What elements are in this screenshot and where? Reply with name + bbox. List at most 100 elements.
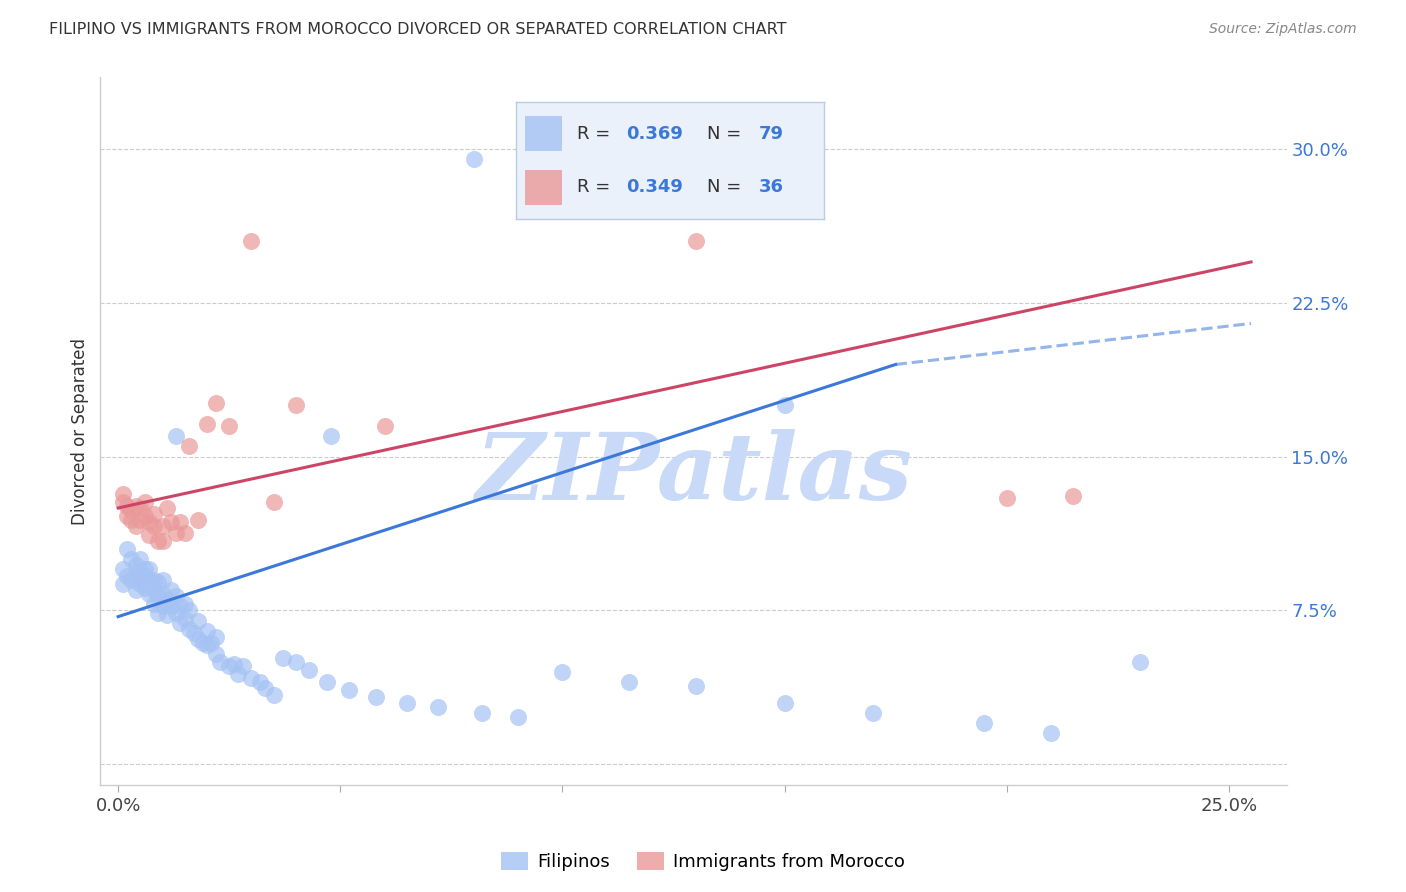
Point — [427, 699, 450, 714]
Point — [169, 516, 191, 530]
Point — [120, 513, 142, 527]
Point — [231, 658, 253, 673]
Point — [337, 683, 360, 698]
Point — [1040, 726, 1063, 740]
Text: FILIPINO VS IMMIGRANTS FROM MOROCCO DIVORCED OR SEPARATED CORRELATION CHART: FILIPINO VS IMMIGRANTS FROM MOROCCO DIVO… — [49, 22, 787, 37]
Point — [862, 706, 884, 720]
Point — [152, 533, 174, 548]
Point — [134, 509, 156, 524]
Point — [284, 399, 307, 413]
Point — [271, 650, 294, 665]
Point — [120, 503, 142, 517]
Point — [142, 582, 165, 597]
Point — [165, 606, 187, 620]
Point — [129, 565, 152, 579]
Point — [134, 562, 156, 576]
Point — [160, 582, 183, 597]
Point — [195, 624, 218, 638]
Point — [205, 396, 228, 410]
Point — [138, 562, 160, 576]
Point — [115, 509, 138, 524]
Point — [173, 598, 195, 612]
Point — [200, 636, 222, 650]
Point — [183, 626, 205, 640]
Point — [1129, 655, 1152, 669]
Point — [284, 655, 307, 669]
Point — [120, 552, 142, 566]
Point — [218, 419, 240, 434]
Point — [125, 519, 148, 533]
Point — [205, 647, 228, 661]
Point — [773, 696, 796, 710]
Point — [115, 568, 138, 582]
Point — [226, 667, 249, 681]
Point — [146, 589, 169, 603]
Point — [240, 671, 263, 685]
Point — [134, 568, 156, 582]
Point — [125, 566, 148, 581]
Point — [165, 429, 187, 443]
Point — [125, 582, 148, 597]
Point — [138, 527, 160, 541]
Point — [463, 153, 485, 167]
Point — [1062, 489, 1084, 503]
Point — [129, 577, 152, 591]
Point — [160, 599, 183, 614]
Point — [115, 499, 138, 513]
Point — [195, 417, 218, 431]
Point — [253, 681, 276, 696]
Point — [129, 513, 152, 527]
Point — [179, 603, 201, 617]
Point — [111, 486, 134, 500]
Text: ZIPatlas: ZIPatlas — [475, 428, 912, 518]
Point — [111, 577, 134, 591]
Point — [395, 696, 418, 710]
Point — [134, 495, 156, 509]
Point — [374, 419, 396, 434]
Point — [364, 690, 387, 704]
Point — [160, 516, 183, 530]
Y-axis label: Divorced or Separated: Divorced or Separated — [72, 337, 89, 524]
Point — [152, 599, 174, 614]
Point — [195, 638, 218, 652]
Point — [263, 495, 285, 509]
Point — [129, 552, 152, 566]
Point — [165, 589, 187, 603]
Point — [179, 440, 201, 454]
Point — [138, 573, 160, 587]
Point — [111, 495, 134, 509]
Point — [179, 622, 201, 636]
Point — [146, 606, 169, 620]
Point — [551, 665, 574, 679]
Point — [156, 593, 179, 607]
Point — [120, 573, 142, 587]
Point — [138, 516, 160, 530]
Point — [142, 598, 165, 612]
Point — [205, 630, 228, 644]
Point — [263, 688, 285, 702]
Point — [173, 525, 195, 540]
Point — [142, 573, 165, 587]
Point — [191, 636, 214, 650]
Point — [995, 491, 1018, 505]
Point — [973, 716, 995, 731]
Point — [152, 573, 174, 587]
Point — [685, 235, 707, 249]
Point — [152, 519, 174, 533]
Point — [146, 574, 169, 589]
Point — [249, 675, 271, 690]
Point — [218, 658, 240, 673]
Point — [115, 541, 138, 556]
Point — [156, 607, 179, 622]
Point — [146, 533, 169, 548]
Point — [685, 679, 707, 693]
Point — [187, 614, 209, 628]
Point — [152, 587, 174, 601]
Point — [138, 587, 160, 601]
Point — [111, 562, 134, 576]
Point — [173, 612, 195, 626]
Text: Source: ZipAtlas.com: Source: ZipAtlas.com — [1209, 22, 1357, 37]
Legend: Filipinos, Immigrants from Morocco: Filipinos, Immigrants from Morocco — [494, 845, 912, 879]
Point — [142, 519, 165, 533]
Point — [617, 675, 640, 690]
